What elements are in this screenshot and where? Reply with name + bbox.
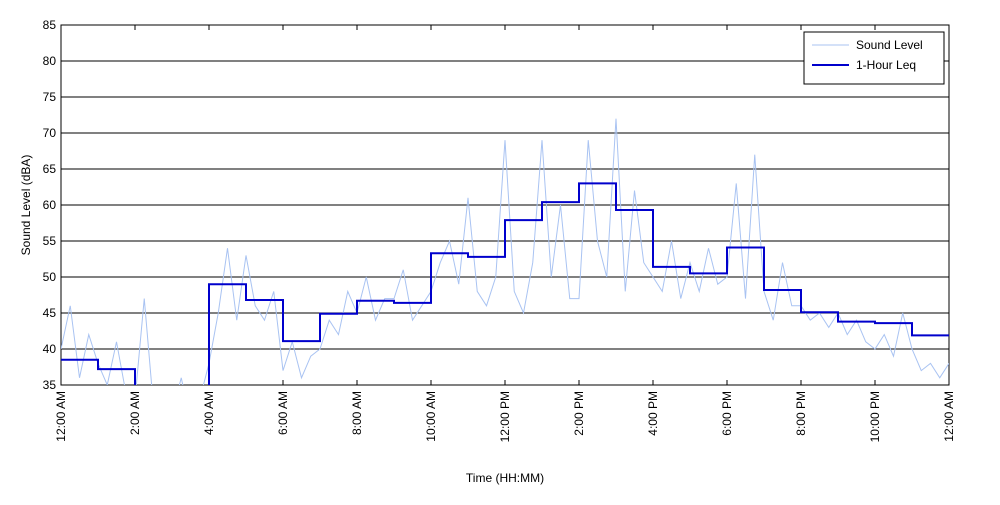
y-tick-label: 45 <box>43 306 57 320</box>
x-tick-label: 12:00 PM <box>498 391 512 442</box>
y-axis-label: Sound Level (dBA) <box>19 155 33 256</box>
x-tick-label: 12:00 AM <box>942 391 956 442</box>
legend-label: Sound Level <box>856 38 923 52</box>
x-tick-label: 2:00 AM <box>128 391 142 435</box>
legend: Sound Level 1-Hour Leq <box>803 31 945 85</box>
y-tick-label: 85 <box>43 18 57 32</box>
x-tick-label: 10:00 AM <box>424 391 438 442</box>
y-tick-label: 80 <box>43 54 57 68</box>
y-tick-label: 50 <box>43 270 57 284</box>
x-tick-label: 6:00 AM <box>276 391 290 435</box>
x-tick-label: 10:00 PM <box>868 391 882 442</box>
x-tick-label: 12:00 AM <box>54 391 68 442</box>
y-tick-label: 70 <box>43 126 57 140</box>
labels: 35 40 45 50 55 60 65 70 75 80 85 12:00 AM 2:00 AM 4:0… <box>43 18 956 442</box>
legend-label: 1-Hour Leq <box>856 58 916 72</box>
x-tick-label: 8:00 PM <box>794 391 808 436</box>
y-tick-label: 65 <box>43 162 57 176</box>
x-tick-label: 8:00 AM <box>350 391 364 435</box>
y-tick-label: 75 <box>43 90 57 104</box>
y-tick-label: 55 <box>43 234 57 248</box>
x-tick-label: 4:00 AM <box>202 391 216 435</box>
series-lines <box>61 118 949 385</box>
legend-box <box>803 31 945 85</box>
leq-line <box>61 182 949 385</box>
y-tick-label: 40 <box>43 342 57 356</box>
x-tick-label: 2:00 PM <box>572 391 586 436</box>
y-tick-label: 60 <box>43 198 57 212</box>
x-tick-label: 4:00 PM <box>646 391 660 436</box>
x-tick-label: 6:00 PM <box>720 391 734 436</box>
x-axis-label: Time (HH:MM) <box>466 471 544 485</box>
y-tick-label: 35 <box>43 378 57 392</box>
